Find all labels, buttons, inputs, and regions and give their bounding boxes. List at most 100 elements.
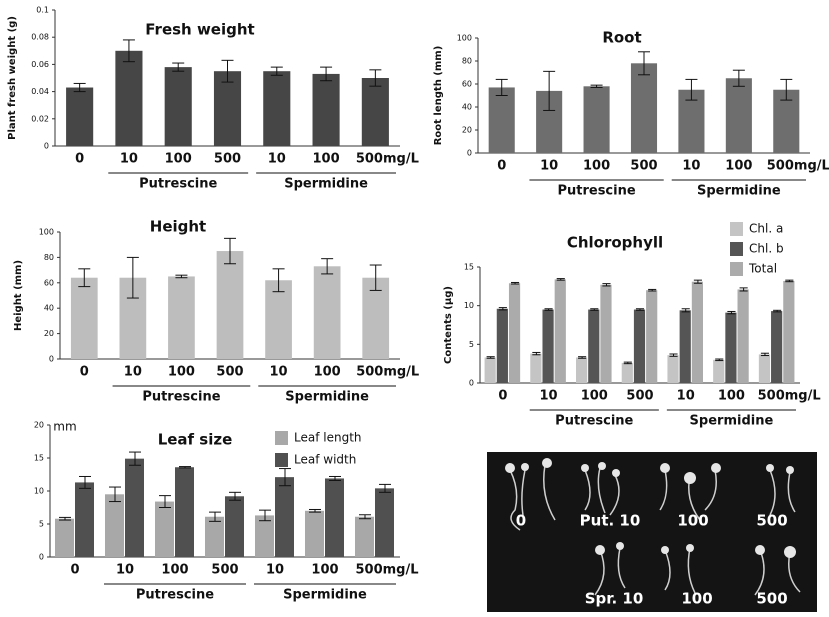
x-tick-label: 500mg/L xyxy=(767,159,829,174)
group-label: Spermidine xyxy=(285,390,369,405)
error-bar xyxy=(229,491,241,501)
bar xyxy=(216,251,244,359)
bar xyxy=(70,277,98,359)
error-bar xyxy=(369,264,382,291)
bar xyxy=(633,309,646,383)
leaves xyxy=(505,458,796,558)
x-tick-label: 100 xyxy=(311,563,338,578)
photo-label: 500 xyxy=(756,512,787,530)
bar xyxy=(305,510,324,557)
y-tick-label: 0.02 xyxy=(31,114,49,123)
photo-label: 100 xyxy=(681,590,712,608)
bar xyxy=(115,50,143,146)
error-bar xyxy=(172,62,185,72)
photo-label: 500 xyxy=(756,590,787,608)
error-bar xyxy=(329,475,341,481)
y-tick-label: 40 xyxy=(462,103,472,112)
y-axis-label: Root length (mm) xyxy=(433,46,444,146)
y-tick-label: 20 xyxy=(462,126,472,135)
bar xyxy=(66,87,94,146)
error-bar xyxy=(681,308,690,313)
photo xyxy=(487,452,817,612)
x-tick-label: 100 xyxy=(725,159,752,174)
group-label: Putrescine xyxy=(139,177,217,192)
bar xyxy=(225,496,244,557)
x-tick-label: 10 xyxy=(116,563,134,578)
bar xyxy=(105,494,124,557)
x-tick-label: 500 xyxy=(216,365,243,380)
error-bar xyxy=(635,308,645,311)
error-bar xyxy=(224,237,236,265)
bar xyxy=(758,354,771,383)
bar xyxy=(275,477,294,557)
error-bar xyxy=(309,508,321,513)
bar xyxy=(554,279,566,383)
error-bar xyxy=(693,279,702,284)
bar xyxy=(691,281,703,383)
error-bar xyxy=(126,256,139,299)
bar xyxy=(496,308,508,383)
y-tick-label: 100 xyxy=(457,34,472,43)
legend-swatch xyxy=(275,453,288,467)
x-tick-label: 100 xyxy=(168,365,195,380)
error-bar xyxy=(59,516,71,521)
error-bar xyxy=(279,468,291,487)
bar xyxy=(646,290,658,383)
y-tick-label: 40 xyxy=(44,304,54,313)
error-bar xyxy=(78,268,91,288)
bar xyxy=(312,73,340,146)
group-label: Spermidine xyxy=(283,588,367,603)
error-bar xyxy=(785,279,794,283)
bar xyxy=(508,283,521,383)
chart-title: Leaf size xyxy=(158,431,233,449)
x-tick-label: 10 xyxy=(266,563,284,578)
bar xyxy=(168,276,195,359)
x-tick-label: 500mg/L xyxy=(356,365,419,380)
bar xyxy=(588,309,600,383)
error-bar xyxy=(109,486,121,503)
x-tick-label: 0 xyxy=(497,159,506,174)
chart-title: Chlorophyll xyxy=(567,234,663,252)
y-tick-label: 100 xyxy=(39,228,54,237)
bar xyxy=(255,515,274,557)
error-bar xyxy=(179,466,191,469)
error-bar xyxy=(79,475,91,489)
legend-swatch xyxy=(730,222,743,236)
error-bar xyxy=(623,361,632,365)
bar xyxy=(155,501,174,557)
bar xyxy=(725,78,752,153)
y-tick-label: 15 xyxy=(34,454,44,463)
bar xyxy=(713,359,725,383)
bar xyxy=(263,71,291,146)
y-unit-label: mm xyxy=(53,420,76,434)
bar xyxy=(488,87,515,153)
error-bar xyxy=(648,288,657,292)
bar xyxy=(725,312,737,383)
bar xyxy=(583,86,610,153)
error-bar xyxy=(780,78,793,101)
error-bar xyxy=(270,66,283,76)
error-bar xyxy=(359,514,371,520)
legend-label: Leaf length xyxy=(294,431,362,445)
x-tick-label: 500 xyxy=(214,152,241,167)
y-tick-label: 60 xyxy=(44,278,54,287)
error-bar xyxy=(590,84,603,88)
bar xyxy=(576,357,588,383)
x-tick-label: 500 xyxy=(626,389,653,404)
bar xyxy=(125,458,144,557)
bar xyxy=(75,482,94,557)
y-tick-label: 0 xyxy=(467,149,472,158)
y-tick-label: 10 xyxy=(464,301,474,310)
error-bar xyxy=(486,356,495,359)
x-tick-label: 10 xyxy=(120,152,138,167)
legend-label: Chl. a xyxy=(749,222,783,236)
x-tick-label: 500mg/L xyxy=(758,389,821,404)
error-bar xyxy=(510,281,520,285)
x-tick-label: 100 xyxy=(314,365,341,380)
error-bar xyxy=(122,39,135,63)
bar xyxy=(265,280,292,359)
x-tick-label: 100 xyxy=(718,389,745,404)
error-bar xyxy=(715,358,724,362)
bar xyxy=(213,71,242,146)
x-tick-label: 10 xyxy=(124,365,142,380)
